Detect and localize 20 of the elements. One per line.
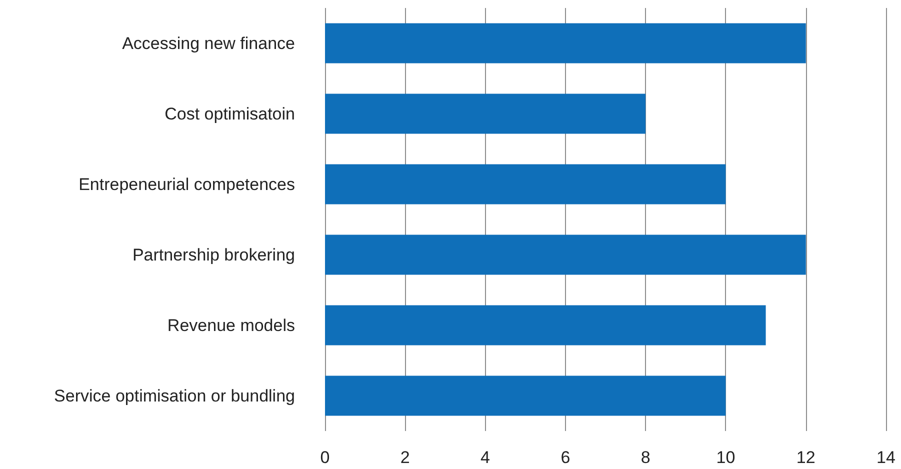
y-tick-label: Entrepeneurial competences <box>78 174 295 194</box>
x-tick-label: 0 <box>320 448 330 467</box>
bar <box>325 234 806 275</box>
x-tick-label: 10 <box>716 448 736 467</box>
x-tick-label: 14 <box>876 448 896 467</box>
y-tick-label: Accessing new finance <box>122 34 295 53</box>
bar <box>325 23 806 64</box>
x-tick-label: 8 <box>640 448 650 467</box>
bar <box>325 164 726 204</box>
bar <box>325 305 766 346</box>
x-tick-label: 6 <box>560 448 570 467</box>
y-tick-label: Revenue models <box>167 316 295 335</box>
y-tick-label: Partnership brokering <box>132 245 295 264</box>
x-tick-label: 12 <box>796 448 816 467</box>
x-tick-label: 4 <box>480 448 490 467</box>
y-tick-label: Service optimisation or bundling <box>54 386 295 406</box>
bar <box>325 94 646 134</box>
y-tick-label: Cost optimisatoin <box>164 104 295 124</box>
x-tick-label: 2 <box>400 448 410 467</box>
bar <box>325 376 726 416</box>
